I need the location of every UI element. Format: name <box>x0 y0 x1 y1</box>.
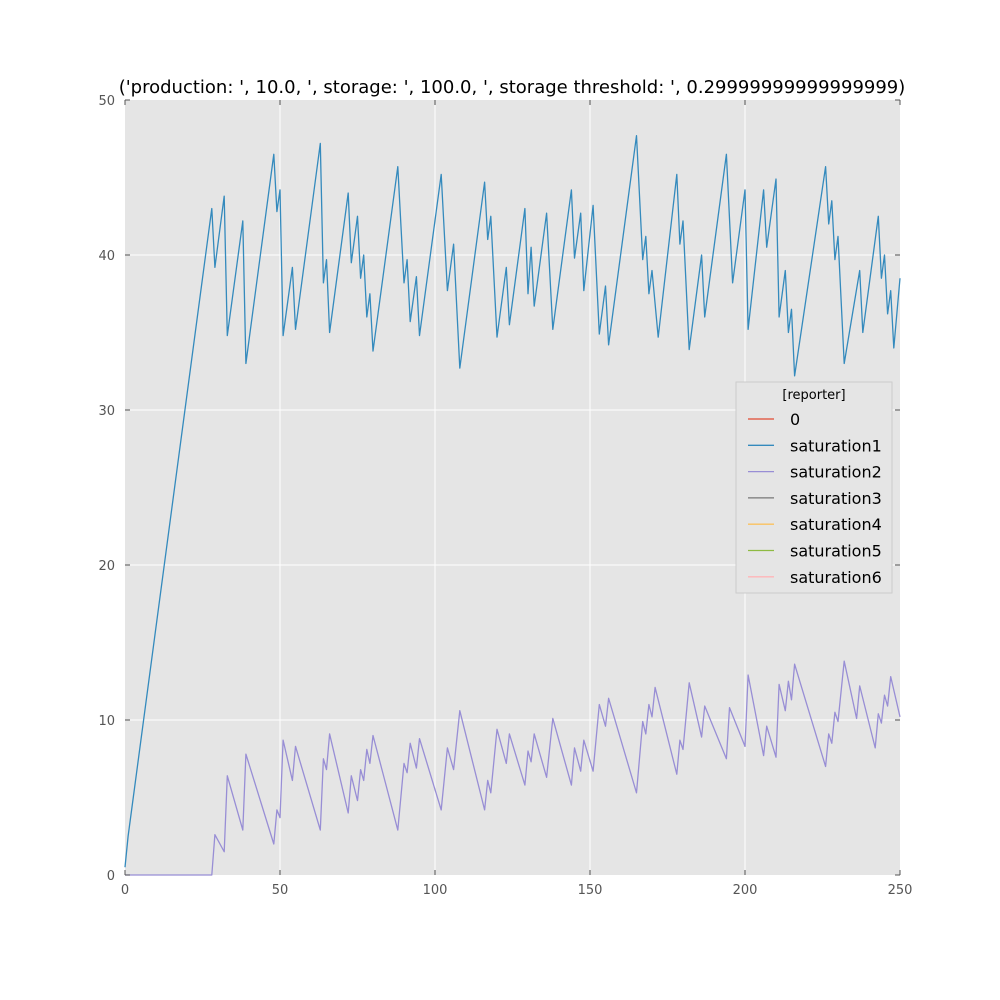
y-tick-label: 0 <box>107 869 115 884</box>
legend-label-saturation1: saturation1 <box>790 436 882 455</box>
x-tick-label: 250 <box>888 883 913 898</box>
legend-label-saturation5: saturation5 <box>790 542 882 561</box>
legend-label-saturation2: saturation2 <box>790 463 882 482</box>
series-line-saturation1 <box>124 134 901 868</box>
series-lines <box>124 134 901 876</box>
series-line-saturation2 <box>125 660 901 876</box>
x-tick-label: 150 <box>578 883 603 898</box>
legend-label-saturation3: saturation3 <box>790 489 882 508</box>
x-tick-label: 200 <box>733 883 758 898</box>
legend-label-0: 0 <box>790 410 800 429</box>
x-tick-label: 50 <box>272 883 289 898</box>
chart-title: ('production: ', 10.0, ', storage: ', 10… <box>119 77 906 98</box>
y-tick-label: 50 <box>98 94 115 109</box>
legend-label-saturation6: saturation6 <box>790 568 882 587</box>
x-tick-label: 0 <box>121 883 129 898</box>
legend-label-saturation4: saturation4 <box>790 515 882 534</box>
legend-title: [reporter] <box>782 388 845 403</box>
axis-ticks: 0 50 100 150 200 250 0 10 20 30 40 50 <box>98 94 912 898</box>
legend: [reporter] 0 saturation1 saturation2 satura… <box>735 381 893 594</box>
y-tick-label: 10 <box>98 714 115 729</box>
x-tick-label: 100 <box>423 883 448 898</box>
legend-box <box>735 381 893 594</box>
y-tick-label: 20 <box>98 559 115 574</box>
y-tick-label: 40 <box>98 249 115 264</box>
y-tick-label: 30 <box>98 404 115 419</box>
